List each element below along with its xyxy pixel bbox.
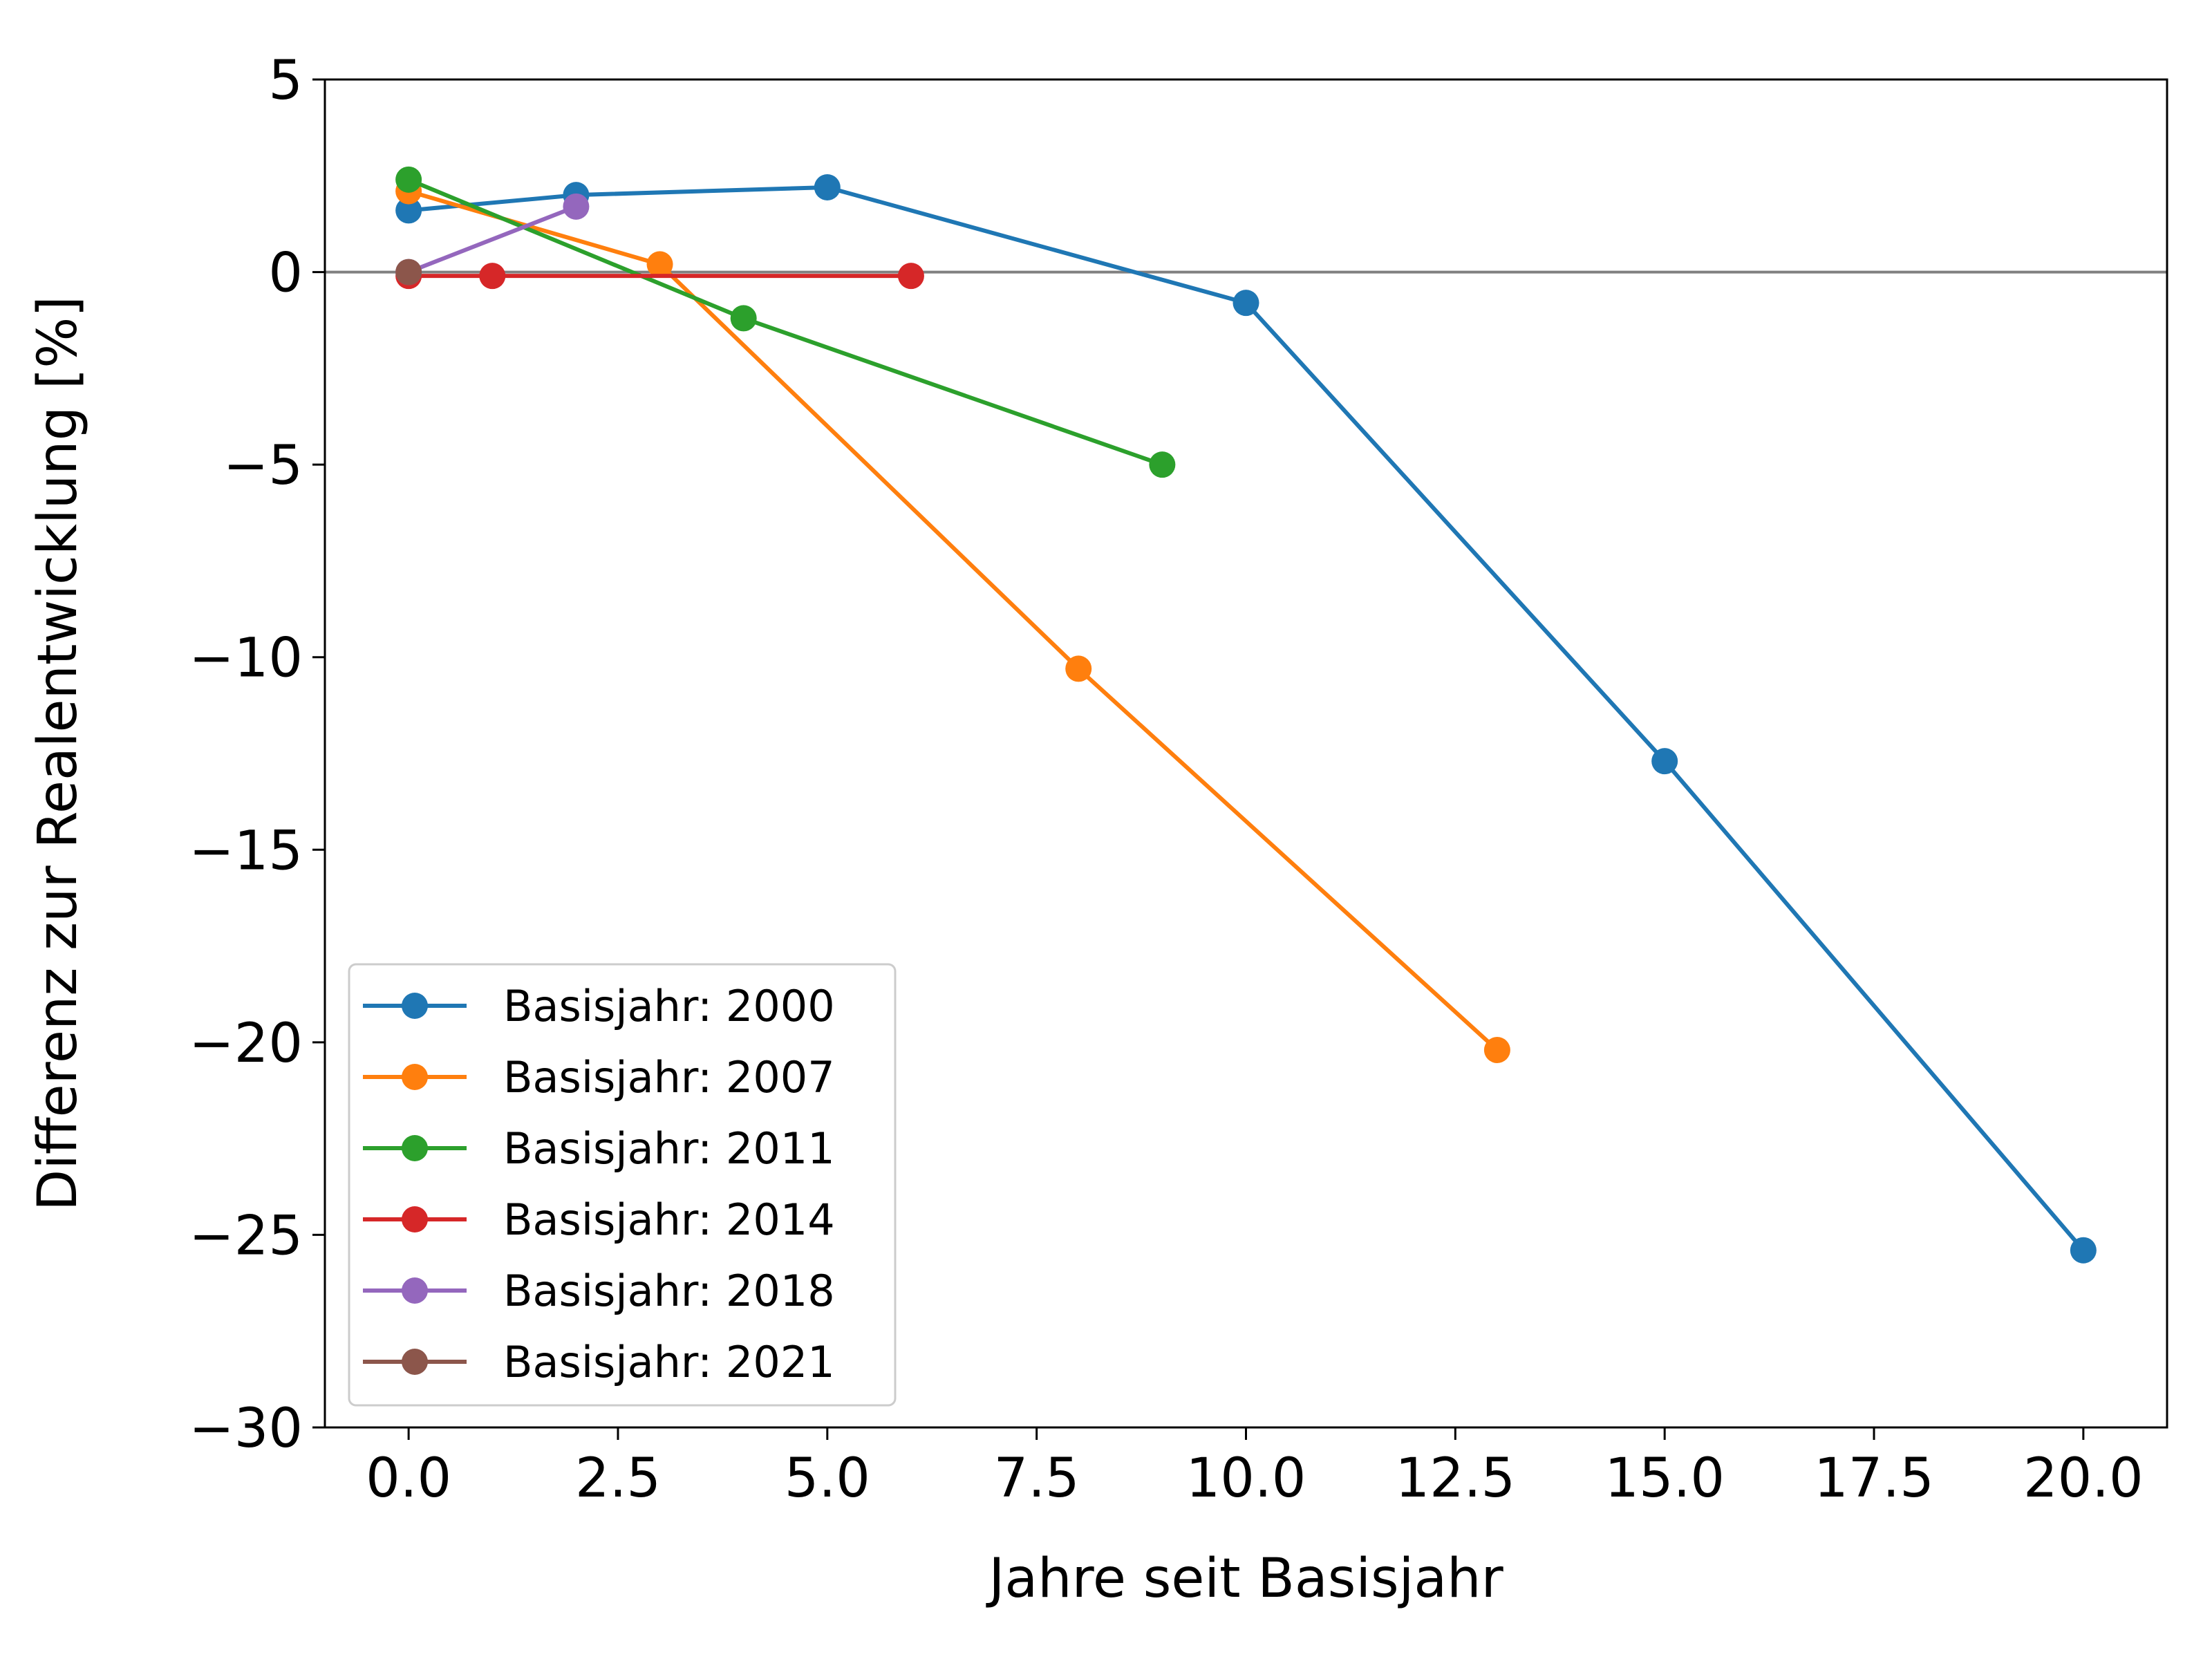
data-point [1065,655,1092,682]
series-6 [395,259,422,285]
data-point [479,263,506,290]
legend: Basisjahr: 2000 Basisjahr: 2007 Basisjahr:… [348,963,897,1407]
legend-label: Basisjahr: 2000 [503,981,835,1031]
legend-item: Basisjahr: 2000 [363,981,835,1031]
data-point [646,251,673,278]
legend-marker [402,1135,428,1161]
series-3 [395,166,1176,478]
legend-marker [402,1064,428,1090]
x-tick-label: 12.5 [1396,1447,1516,1510]
data-point [730,305,757,332]
data-point [563,193,590,220]
y-tick-label: −30 [189,1398,303,1460]
y-tick-label: −5 [223,435,303,497]
series-line [408,185,2086,1252]
data-point [1651,748,1678,775]
legend-label: Basisjahr: 2014 [503,1194,835,1245]
legend-label: Basisjahr: 2011 [503,1123,835,1174]
data-point [1232,290,1259,317]
series-layer [395,166,2097,1264]
legend-item: Basisjahr: 2011 [363,1123,835,1174]
legend-marker [402,1349,428,1375]
legend-label: Basisjahr: 2007 [503,1052,835,1103]
legend-marker [402,1206,428,1232]
y-axis-label: Differenz zur Realentwicklung [%] [27,296,89,1211]
x-tick-label: 2.5 [575,1447,661,1510]
legend-label: Basisjahr: 2021 [503,1337,835,1387]
legend-marker [402,993,428,1019]
x-tick-label: 5.0 [785,1447,870,1510]
y-tick-label: −20 [189,1013,303,1075]
y-ticks: 5 0 −5 −10 −15 −20 −25 −30 [189,50,325,1460]
y-tick-label: −15 [189,820,303,882]
x-tick-label: 0.0 [366,1447,451,1510]
data-point [395,166,422,193]
data-point [2070,1237,2097,1264]
legend-item: Basisjahr: 2018 [363,1266,835,1316]
series-line [408,205,577,274]
series-line [408,189,1499,1052]
y-tick-label: −25 [189,1205,303,1267]
x-tick-label: 20.0 [2023,1447,2144,1510]
data-point [1149,451,1176,478]
x-tick-label: 7.5 [994,1447,1080,1510]
x-tick-label: 15.0 [1604,1447,1725,1510]
data-point [1483,1037,1510,1063]
x-axis-label: Jahre seit Basisjahr [985,1548,1503,1610]
x-ticks: 0.0 2.5 5.0 7.5 10.0 12.5 15.0 17.5 20.0 [366,1427,2144,1510]
x-tick-label: 17.5 [1814,1447,1934,1510]
legend-label: Basisjahr: 2018 [503,1266,835,1316]
data-point [897,263,924,290]
legend-marker [402,1277,428,1304]
data-point [395,197,422,224]
data-point [814,174,841,200]
legend-item: Basisjahr: 2014 [363,1194,835,1245]
legend-item: Basisjahr: 2007 [363,1052,835,1103]
y-tick-label: 5 [268,50,303,112]
legend-item: Basisjahr: 2021 [363,1337,835,1387]
data-point [395,259,422,285]
legend-box [348,963,897,1407]
y-tick-label: −10 [189,628,303,690]
y-tick-label: 0 [268,243,303,305]
x-tick-label: 10.0 [1186,1447,1306,1510]
